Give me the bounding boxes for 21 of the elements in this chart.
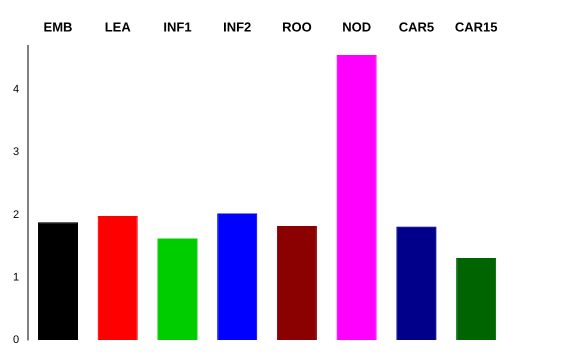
y-tick-label: 3 (12, 146, 20, 158)
y-tick-label: 0 (12, 334, 20, 346)
y-tick-label: 2 (12, 208, 20, 221)
x-tick-label: LEA (104, 19, 132, 34)
bar (157, 238, 198, 340)
bar (336, 54, 377, 340)
x-tick-label: EMB (44, 19, 72, 34)
x-tick-label: INF2 (223, 19, 252, 34)
bar (38, 222, 78, 340)
bar (98, 216, 138, 340)
x-tick-label: INF1 (163, 19, 192, 34)
x-tick-label: NOD (342, 19, 372, 34)
bar (217, 213, 258, 340)
bar (276, 226, 317, 340)
x-tick-label: CAR5 (398, 19, 434, 34)
y-tick-label: 1 (12, 271, 20, 284)
x-tick-label: CAR15 (454, 19, 498, 34)
bar (396, 226, 436, 340)
y-tick-label: 4 (12, 83, 20, 96)
x-tick-label: ROO (282, 19, 312, 34)
bar (456, 258, 496, 340)
